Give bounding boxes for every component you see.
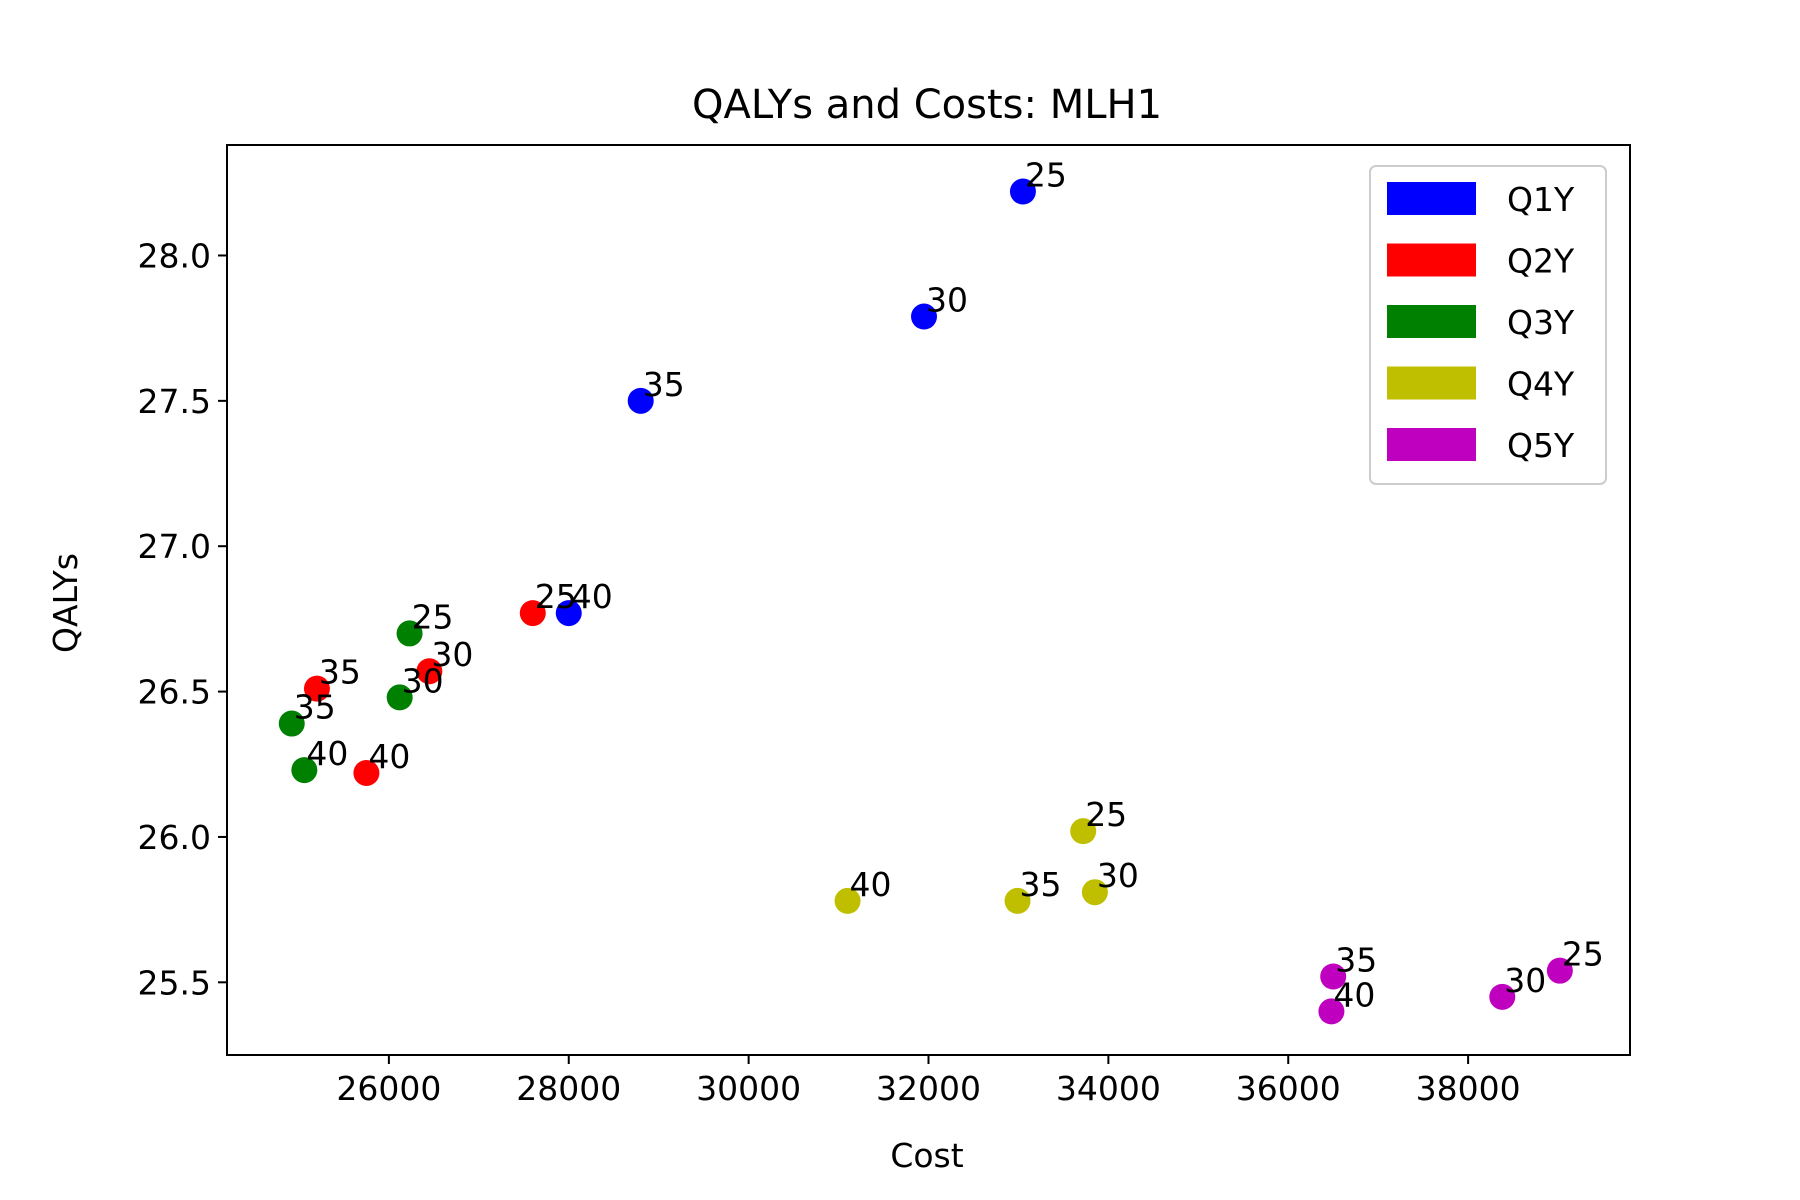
data-point [1318,998,1345,1025]
data-point [519,600,546,627]
x-tick-label: 36000 [1236,1069,1341,1108]
legend-swatch [1387,305,1476,338]
legend: Q1Y Q2Y Q3Y Q4Y Q5Y [1369,165,1607,485]
data-label: 30 [402,661,444,700]
y-tick-label: 27.5 [138,382,211,421]
legend-label: Q5Y [1507,426,1575,465]
data-point [834,887,861,914]
data-label: 30 [431,635,473,674]
data-point [1009,178,1036,205]
data-point [555,600,582,627]
y-tick-label: 26.0 [138,818,211,857]
data-point [1004,887,1031,914]
data-label: 25 [1085,795,1127,834]
data-label: 35 [1020,865,1062,904]
legend-label: Q3Y [1507,303,1575,342]
plot-frame [226,144,1631,1056]
legend-label: Q1Y [1507,180,1575,219]
data-point [353,759,380,786]
data-label: 40 [850,865,892,904]
data-point [386,684,413,711]
data-point [278,710,305,737]
data-label: 30 [1504,961,1546,1000]
data-point [1081,879,1108,906]
data-label: 35 [319,653,361,692]
x-axis-label: Cost [890,1136,963,1175]
data-label: 25 [1562,935,1604,974]
legend-swatch [1387,366,1476,400]
axis-ticks: 26000 28000 30000 32000 34000 36000 38000 25.5 2… [138,236,1521,1108]
y-tick-label: 27.0 [138,527,211,566]
x-tick-label: 34000 [1056,1069,1161,1108]
legend-swatch [1387,243,1476,277]
data-point [416,658,443,685]
chart-title: QALYs and Costs: MLH1 [692,82,1162,128]
x-tick-label: 28000 [516,1069,621,1108]
x-tick-label: 30000 [696,1069,801,1108]
x-tick-label: 38000 [1416,1069,1521,1108]
y-axis-label: QALYs [46,553,85,653]
data-label: 25 [1025,156,1067,195]
legend-item-q3y: Q3Y [1387,303,1575,342]
series-q4y: 25 30 35 40 [834,795,1139,914]
data-label: 35 [294,688,336,727]
legend-swatch [1387,428,1476,461]
data-point [396,620,423,647]
y-tick-label: 28.0 [138,236,211,275]
x-tick-label: 32000 [876,1069,981,1108]
data-point [291,757,318,784]
series-q3y: 25 30 35 40 [278,597,454,784]
data-point [303,675,330,702]
legend-label: Q2Y [1507,242,1575,281]
data-label: 40 [571,577,613,616]
data-label: 40 [306,734,348,773]
data-label: 40 [368,737,410,776]
legend-item-q5y: Q5Y [1387,426,1575,465]
data-label: 25 [535,577,577,616]
data-point [1070,818,1097,845]
data-label: 30 [1097,856,1139,895]
data-point [1546,957,1573,984]
series-q1y: 25 30 35 40 [555,156,1067,627]
legend-item-q2y: Q2Y [1387,242,1575,281]
data-label: 35 [643,365,685,404]
data-point [1489,983,1516,1010]
data-label: 35 [1335,941,1377,980]
data-label: 40 [1333,975,1375,1014]
legend-label: Q4Y [1507,365,1575,404]
x-tick-label: 26000 [336,1069,441,1108]
y-tick-label: 25.5 [138,963,211,1002]
data-point [627,387,654,414]
data-point [1320,963,1347,990]
legend-swatch [1387,182,1476,215]
legend-item-q4y: Q4Y [1387,365,1575,404]
data-point [911,303,938,330]
y-tick-label: 26.5 [138,673,211,712]
data-label: 30 [926,281,968,320]
legend-item-q1y: Q1Y [1387,180,1575,219]
data-label: 25 [412,597,454,636]
